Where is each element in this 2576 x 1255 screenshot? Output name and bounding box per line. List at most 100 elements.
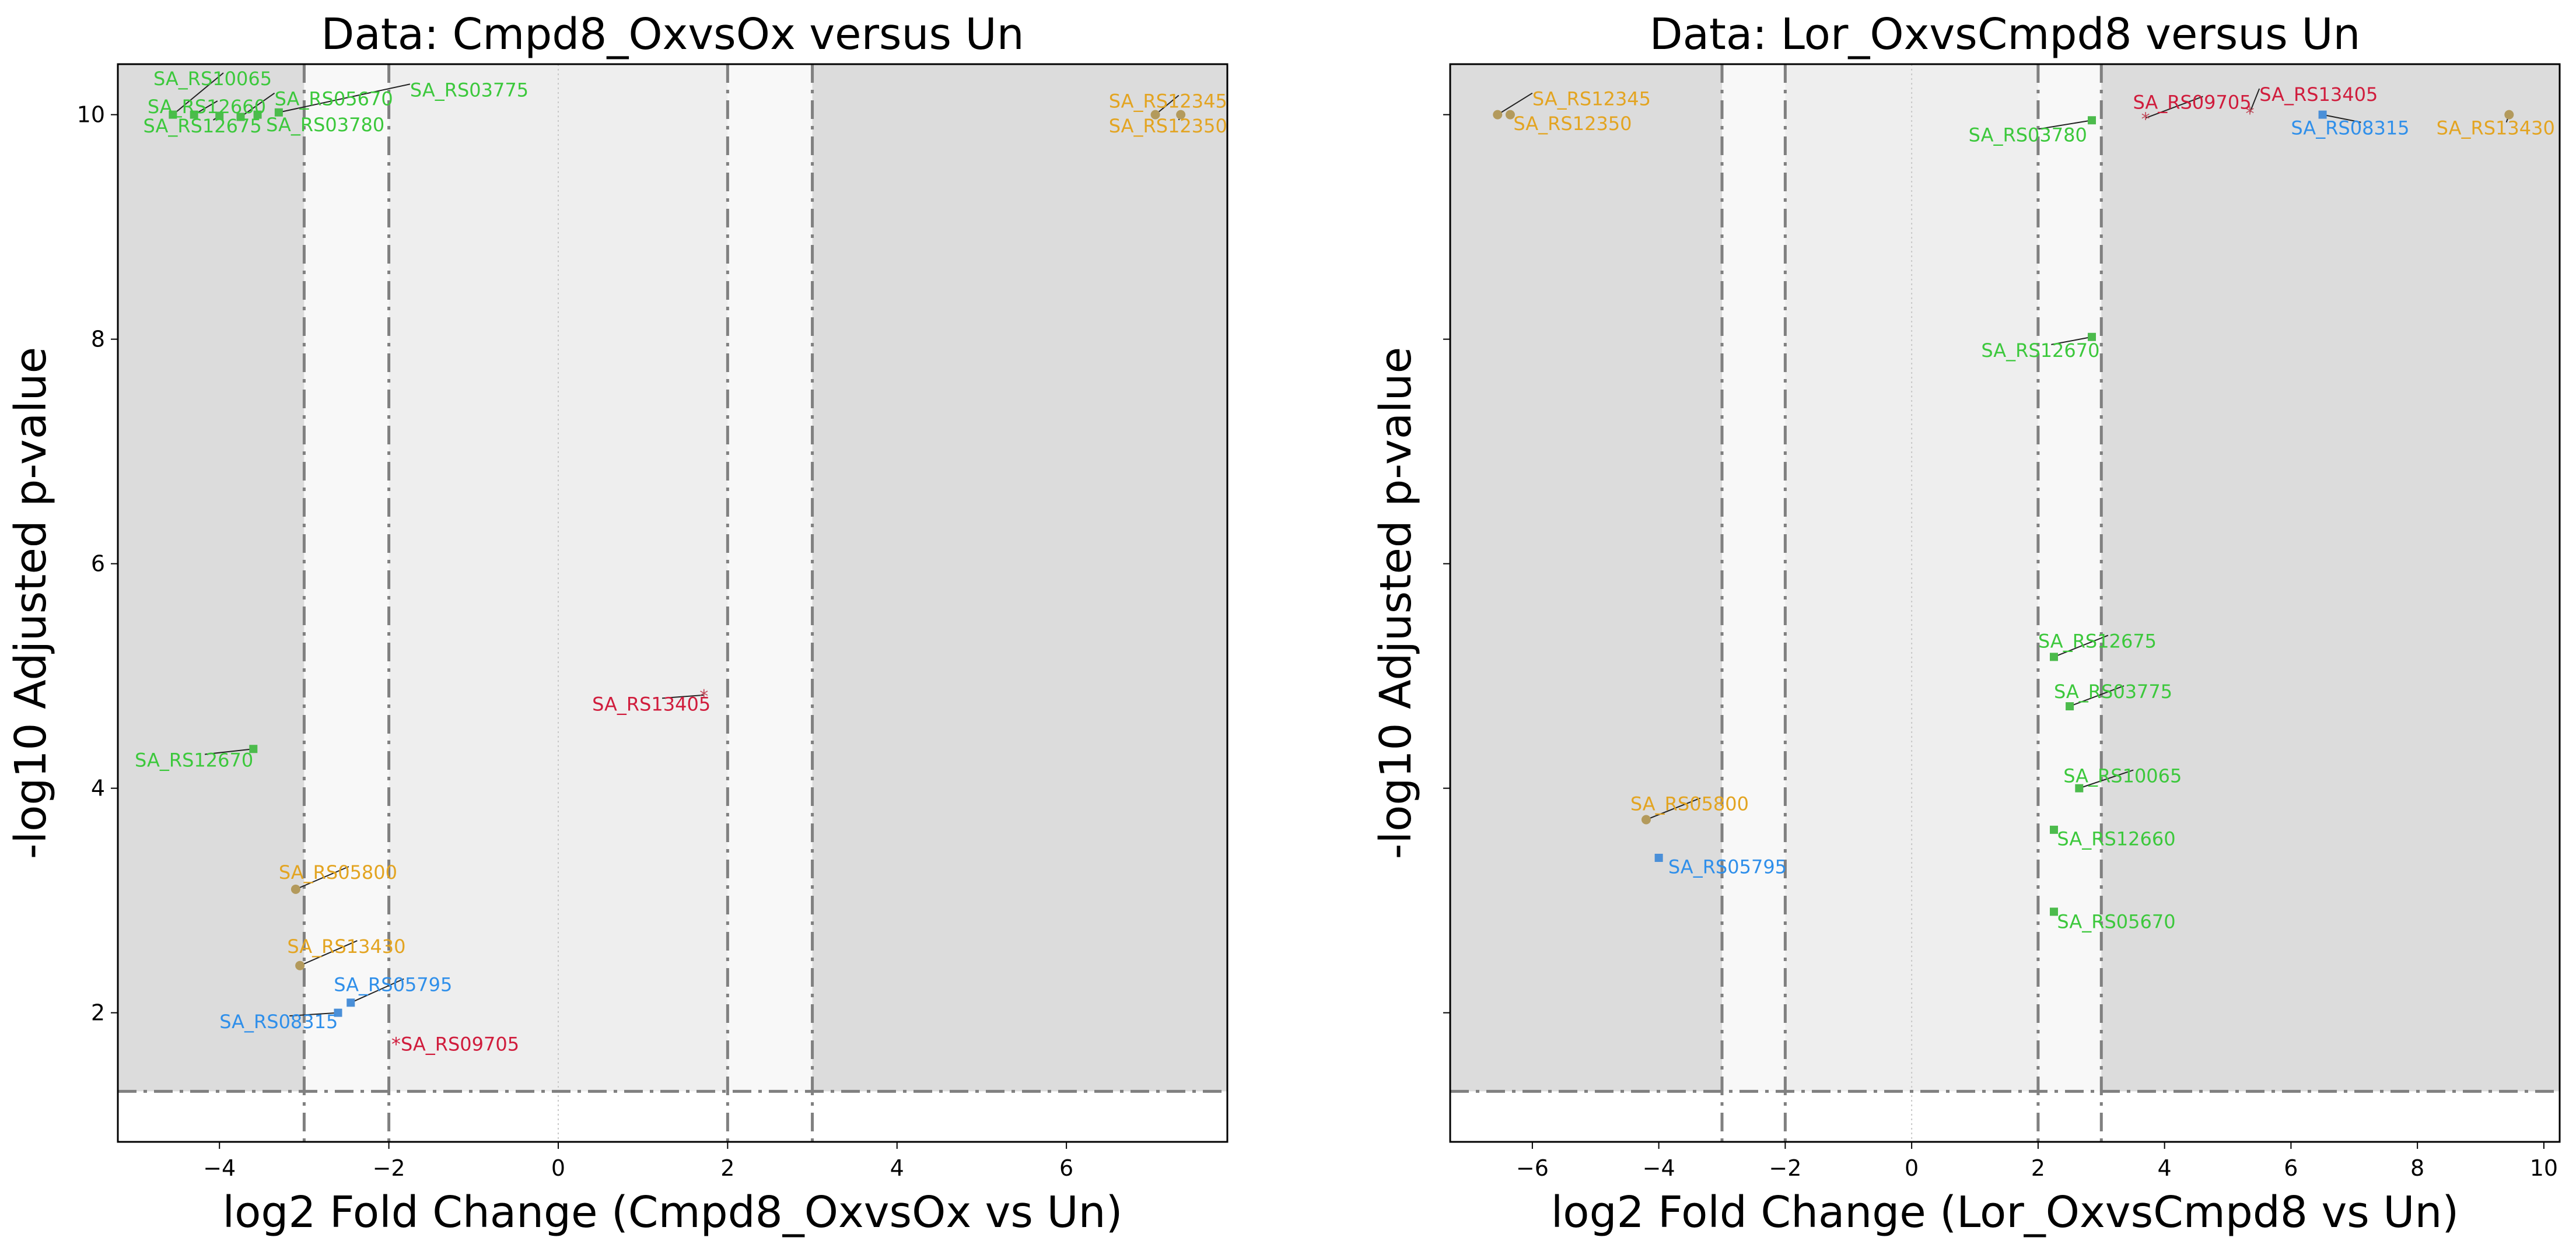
leader-sa-rs12345	[1154, 94, 1180, 115]
leader-sa-rs12345	[1497, 92, 1533, 115]
label-sa-rs03775: SA_RS03775	[2054, 681, 2172, 703]
x-axis-label: log2 Fold Change (Lor_OxvsCmpd8 vs Un)	[1551, 1187, 2459, 1238]
leader-sa-rs12670	[2051, 336, 2092, 345]
point-sa-rs05670	[236, 113, 245, 121]
y-axis-label: -log10 Adjusted p-value	[1371, 347, 1421, 859]
point-sa-rs10065	[169, 110, 177, 119]
leader-sa-rs13430	[299, 940, 358, 966]
leader-sa-rs05670	[240, 92, 275, 118]
label-sa-rs13405: SA_RS13405	[2259, 83, 2378, 106]
threshold-bands	[1450, 64, 2560, 1092]
y-axis-ticks: 2 4 6 8 10	[77, 102, 118, 1026]
x-tick-label: 2	[720, 1155, 734, 1181]
leader-sa-rs10065	[172, 72, 224, 115]
leader-sa-rs03775	[278, 83, 411, 113]
label-sa-rs13430: SA_RS13430	[2437, 117, 2555, 139]
threshold-bands	[118, 64, 1227, 1092]
x-tick-label: 2	[2031, 1155, 2045, 1181]
volcano-plot-right: * * SA_RS12345SA_RS12350SA_RS03780SA_RS09…	[1371, 9, 2561, 1238]
chart-title: Data: Lor_OxvsCmpd8 versus Un	[1650, 9, 2361, 59]
label-sa-rs05795: SA_RS05795	[1668, 856, 1787, 878]
region-inner-left	[304, 64, 389, 1092]
y-tick-label: 4	[91, 776, 105, 801]
leader-sa-rs12670	[204, 748, 254, 755]
label-sa-rs10065: SA_RS10065	[153, 68, 272, 90]
point-sa-rs03780	[253, 110, 262, 119]
point-sa-rs12670	[249, 745, 258, 753]
region-outer-left	[118, 64, 304, 1092]
x-tick-label: 4	[890, 1155, 904, 1181]
point-sa-rs05795	[346, 998, 355, 1007]
leader-sa-rs08315	[2322, 114, 2361, 123]
label-sa-rs12660: SA_RS12660	[148, 96, 266, 118]
label-sa-rs12660: SA_RS12660	[2057, 828, 2175, 850]
point-sa-rs12350	[1505, 110, 1515, 120]
leader-sa-rs03775	[2069, 685, 2124, 707]
point-sa-rs05795	[1654, 853, 1663, 862]
x-tick-label: 6	[1059, 1155, 1073, 1181]
point-sa-rs12660	[190, 110, 198, 119]
leader-sa-rs13405	[2249, 88, 2260, 113]
point-sa-rs12675	[215, 111, 224, 120]
point-sa-rs12345	[1493, 110, 1503, 120]
label-sa-rs08315: SA_RS08315	[219, 1011, 338, 1033]
x-axis-ticks: −4 −2 0 2 4 6	[203, 1142, 1073, 1181]
label-sa-rs12345: SA_RS12345	[1532, 88, 1651, 110]
label-sa-rs05800: SA_RS05800	[1630, 793, 1749, 815]
point-sa-rs03775	[2066, 702, 2074, 711]
label-sa-rs10065: SA_RS10065	[2063, 765, 2182, 787]
label-leader-lines	[172, 72, 1182, 1017]
label-sa-rs09705: SA_RS09705	[2133, 91, 2251, 113]
x-tick-label: 0	[551, 1155, 565, 1181]
label-sa-rs12670: SA_RS12670	[135, 749, 253, 772]
label-sa-rs12675: SA_RS12675	[2038, 630, 2157, 652]
label-sa-rs13430: SA_RS13430	[287, 935, 405, 958]
x-tick-label: 0	[1905, 1155, 1919, 1181]
label-sa-rs03775: SA_RS03775	[410, 79, 528, 101]
label-sa-rs12345: SA_RS12345	[1109, 90, 1227, 113]
point-sa-rs12660	[2049, 825, 2058, 834]
region-inner-left	[1722, 64, 1786, 1092]
y-tick-label: 10	[77, 102, 105, 128]
x-tick-label: −6	[1516, 1155, 1549, 1181]
region-outer-left	[1450, 64, 1723, 1092]
y-tick-label: 2	[91, 1000, 105, 1026]
plot-frame	[1449, 63, 2561, 1143]
plot-frame	[117, 63, 1228, 1143]
y-axis-label: -log10 Adjusted p-value	[6, 347, 56, 859]
x-tick-label: 4	[2158, 1155, 2172, 1181]
point-sa-rs12670	[2088, 332, 2096, 341]
point-sa-rs12675	[2049, 653, 2058, 661]
data-points: *	[169, 108, 1186, 1017]
label-sa-rs05670: SA_RS05670	[2057, 911, 2175, 933]
leader-sa-rs05800	[295, 866, 349, 890]
threshold-lines	[118, 64, 1227, 1142]
point-sa-rs09705: *	[2141, 109, 2150, 129]
x-axis-label: log2 Fold Change (Cmpd8_OxvsOx vs Un)	[223, 1187, 1123, 1238]
point-labels: SA_RS12345 SA_RS12350 SA_RS03780 SA_RS09705…	[1513, 83, 2554, 933]
x-tick-label: 8	[2410, 1155, 2424, 1181]
leader-sa-rs08315	[289, 1012, 338, 1017]
x-tick-label: 6	[2284, 1155, 2298, 1181]
point-sa-rs13405: *	[699, 686, 708, 707]
y-tick-label: 6	[91, 551, 105, 577]
label-leader-lines	[1497, 88, 2510, 821]
label-sa-rs05800: SA_RS05800	[279, 861, 397, 884]
point-sa-rs08315	[334, 1008, 342, 1017]
y-tick-label: 8	[91, 327, 105, 352]
leader-sa-rs12675	[2053, 634, 2109, 658]
point-sa-rs05800	[290, 884, 300, 894]
point-sa-rs05670	[2049, 907, 2058, 916]
leader-sa-rs05800	[1646, 797, 1701, 821]
label-sa-rs12350: SA_RS12350	[1109, 115, 1227, 137]
leader-sa-rs03780	[2038, 120, 2092, 130]
point-sa-rs12350	[1176, 110, 1186, 120]
region-outer-right	[2101, 64, 2560, 1092]
label-sa-rs05795: SA_RS05795	[334, 974, 452, 996]
x-axis-ticks: −6 −4 −2 0 2 4 6 8 10	[1516, 1142, 2558, 1181]
point-sa-rs13430	[295, 960, 305, 970]
point-sa-rs05800	[1641, 815, 1651, 825]
point-sa-rs12345	[1150, 110, 1160, 120]
leader-sa-rs05795	[350, 978, 404, 1004]
